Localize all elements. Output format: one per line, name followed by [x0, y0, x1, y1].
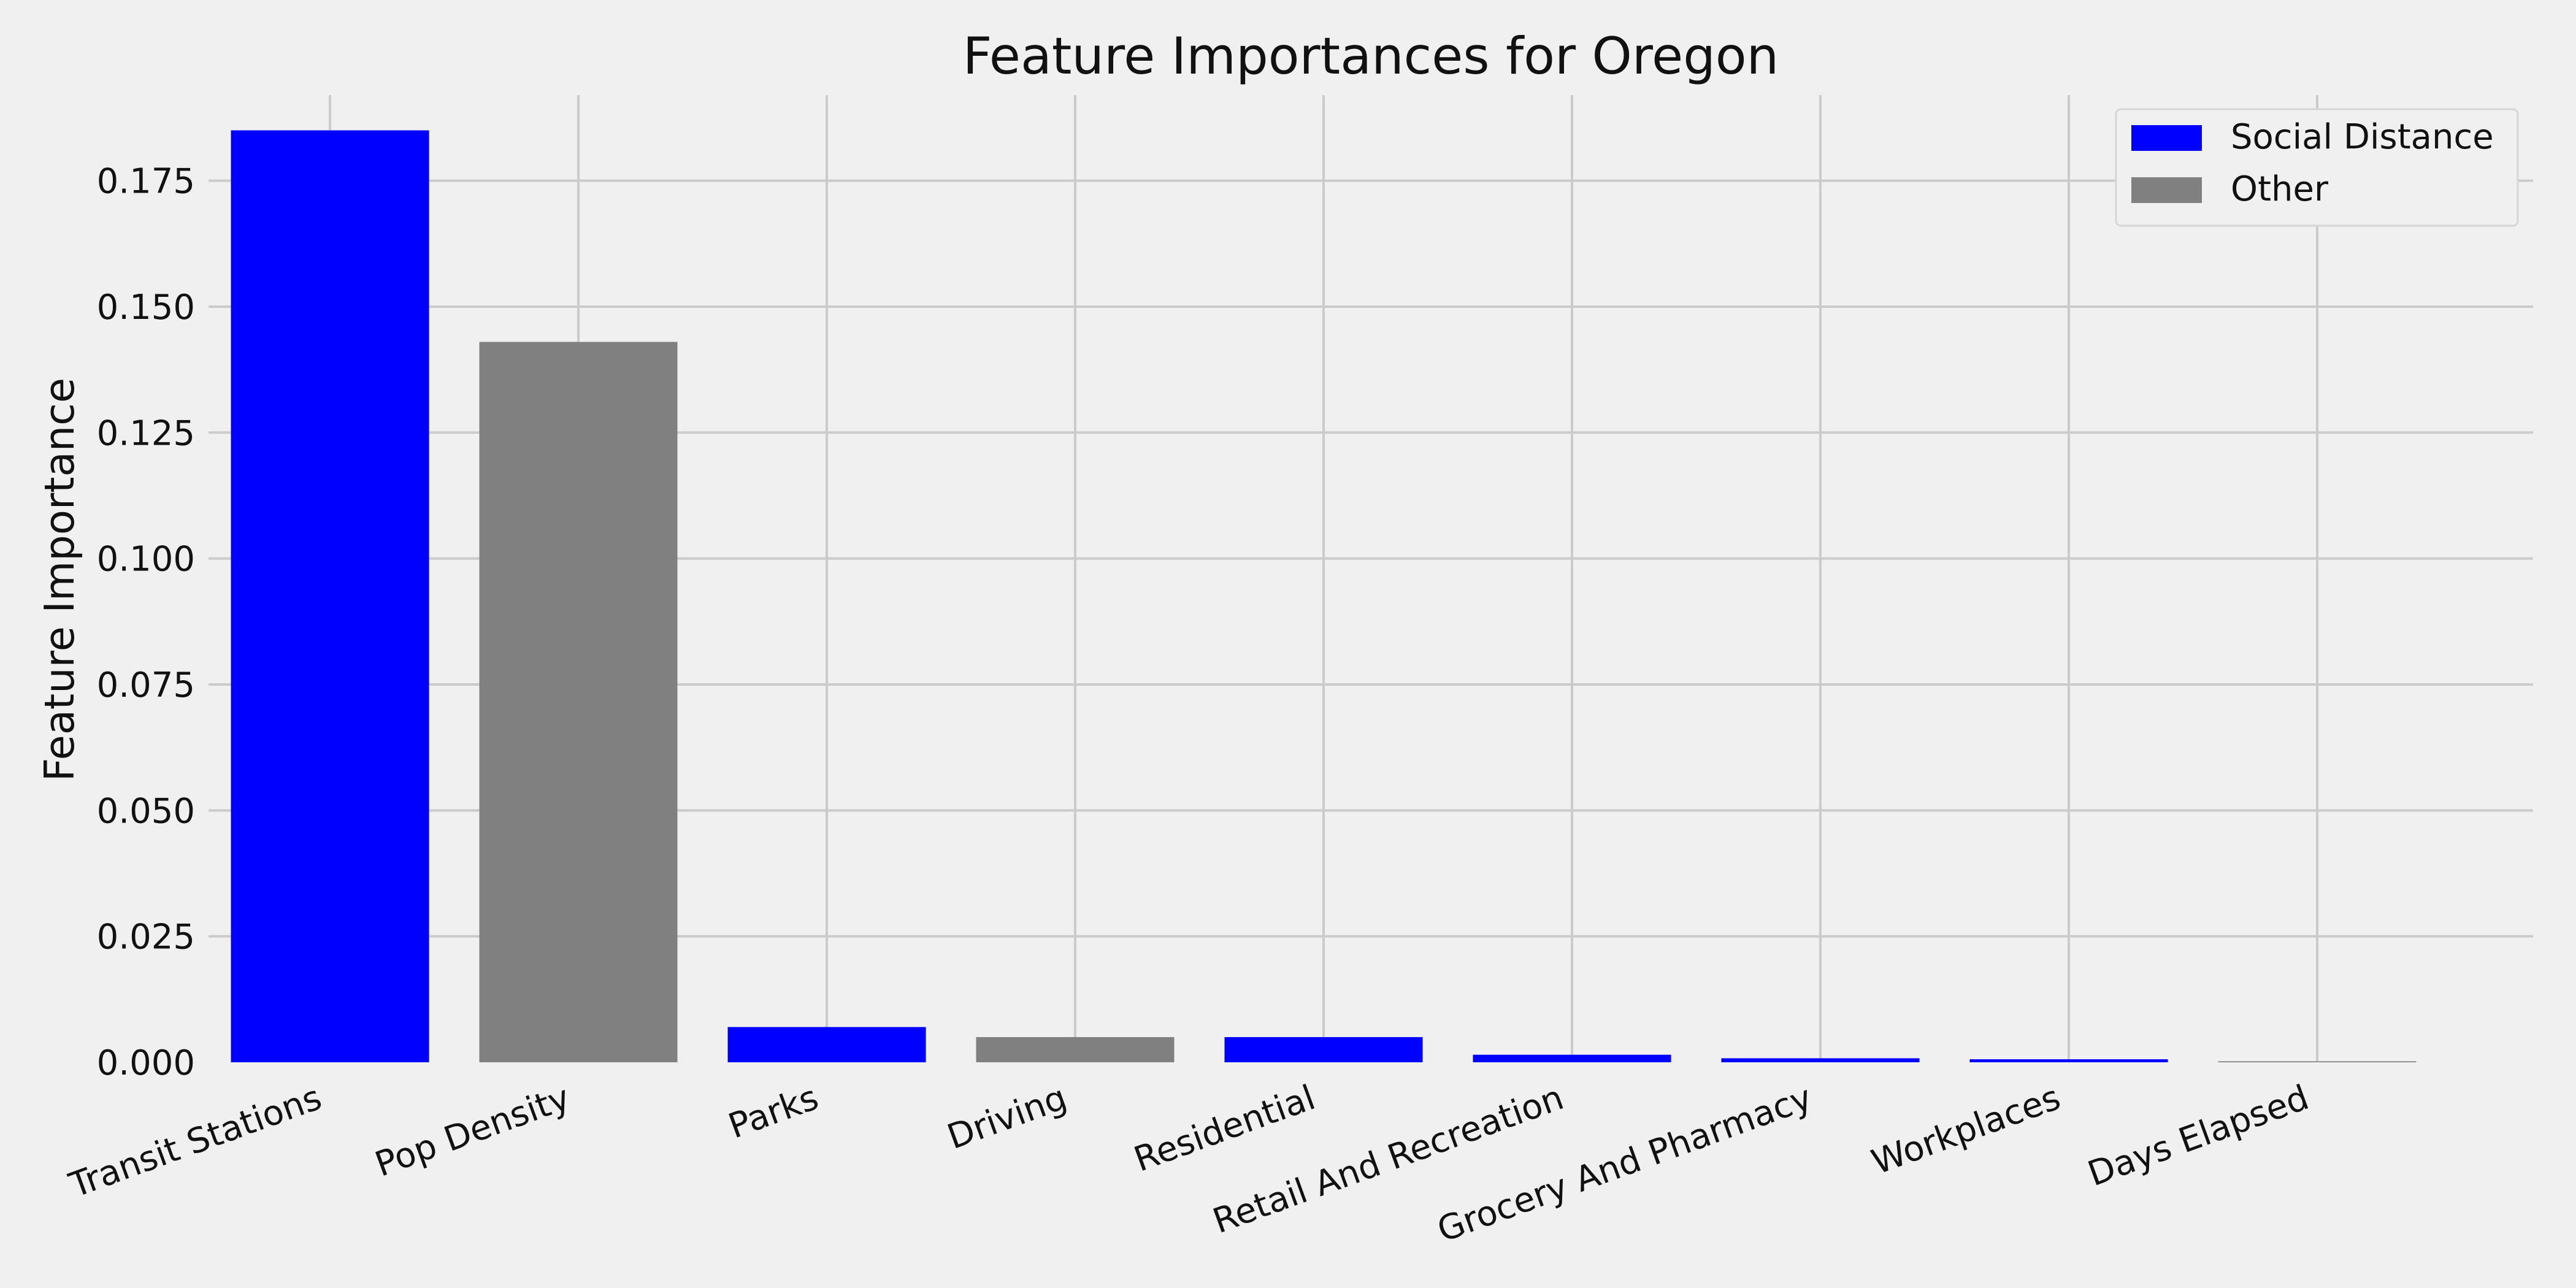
bar-residential [1224, 1037, 1423, 1062]
legend-label: Social Distance [2231, 117, 2494, 157]
bar-days-elapsed [2218, 1061, 2417, 1062]
y-tick-label: 0.075 [97, 665, 195, 705]
bar-driving [976, 1037, 1175, 1062]
bar-grocery-and-pharmacy [1721, 1058, 1920, 1062]
bar-retail-and-recreation [1473, 1054, 1671, 1062]
bar-parks [727, 1027, 926, 1062]
chart-title: Feature Importances for Oregon [963, 26, 1779, 86]
y-tick-label: 0.025 [97, 918, 195, 957]
y-tick-label: 0.050 [97, 791, 195, 831]
y-tick-label: 0.150 [97, 288, 195, 328]
bars [231, 130, 2417, 1063]
y-tick-labels: 0.000 0.025 0.050 0.075 0.100 0.125 0.150 0.175 [97, 162, 195, 1083]
y-tick-label: 0.175 [97, 162, 195, 202]
legend-box [2115, 108, 2519, 227]
y-tick-label: 0.000 [97, 1043, 195, 1083]
legend-swatch [2131, 125, 2202, 151]
bar-workplaces [1969, 1059, 2168, 1062]
bar-pop-density [479, 342, 678, 1062]
y-tick-label: 0.125 [97, 413, 195, 453]
bar-transit-stations [231, 130, 429, 1063]
y-tick-label: 0.100 [97, 540, 195, 580]
legend-label: Other [2231, 169, 2329, 209]
legend-swatch [2131, 177, 2202, 203]
legend: Social Distance Other [2115, 108, 2519, 227]
y-axis-label: Feature Importance [36, 378, 83, 781]
